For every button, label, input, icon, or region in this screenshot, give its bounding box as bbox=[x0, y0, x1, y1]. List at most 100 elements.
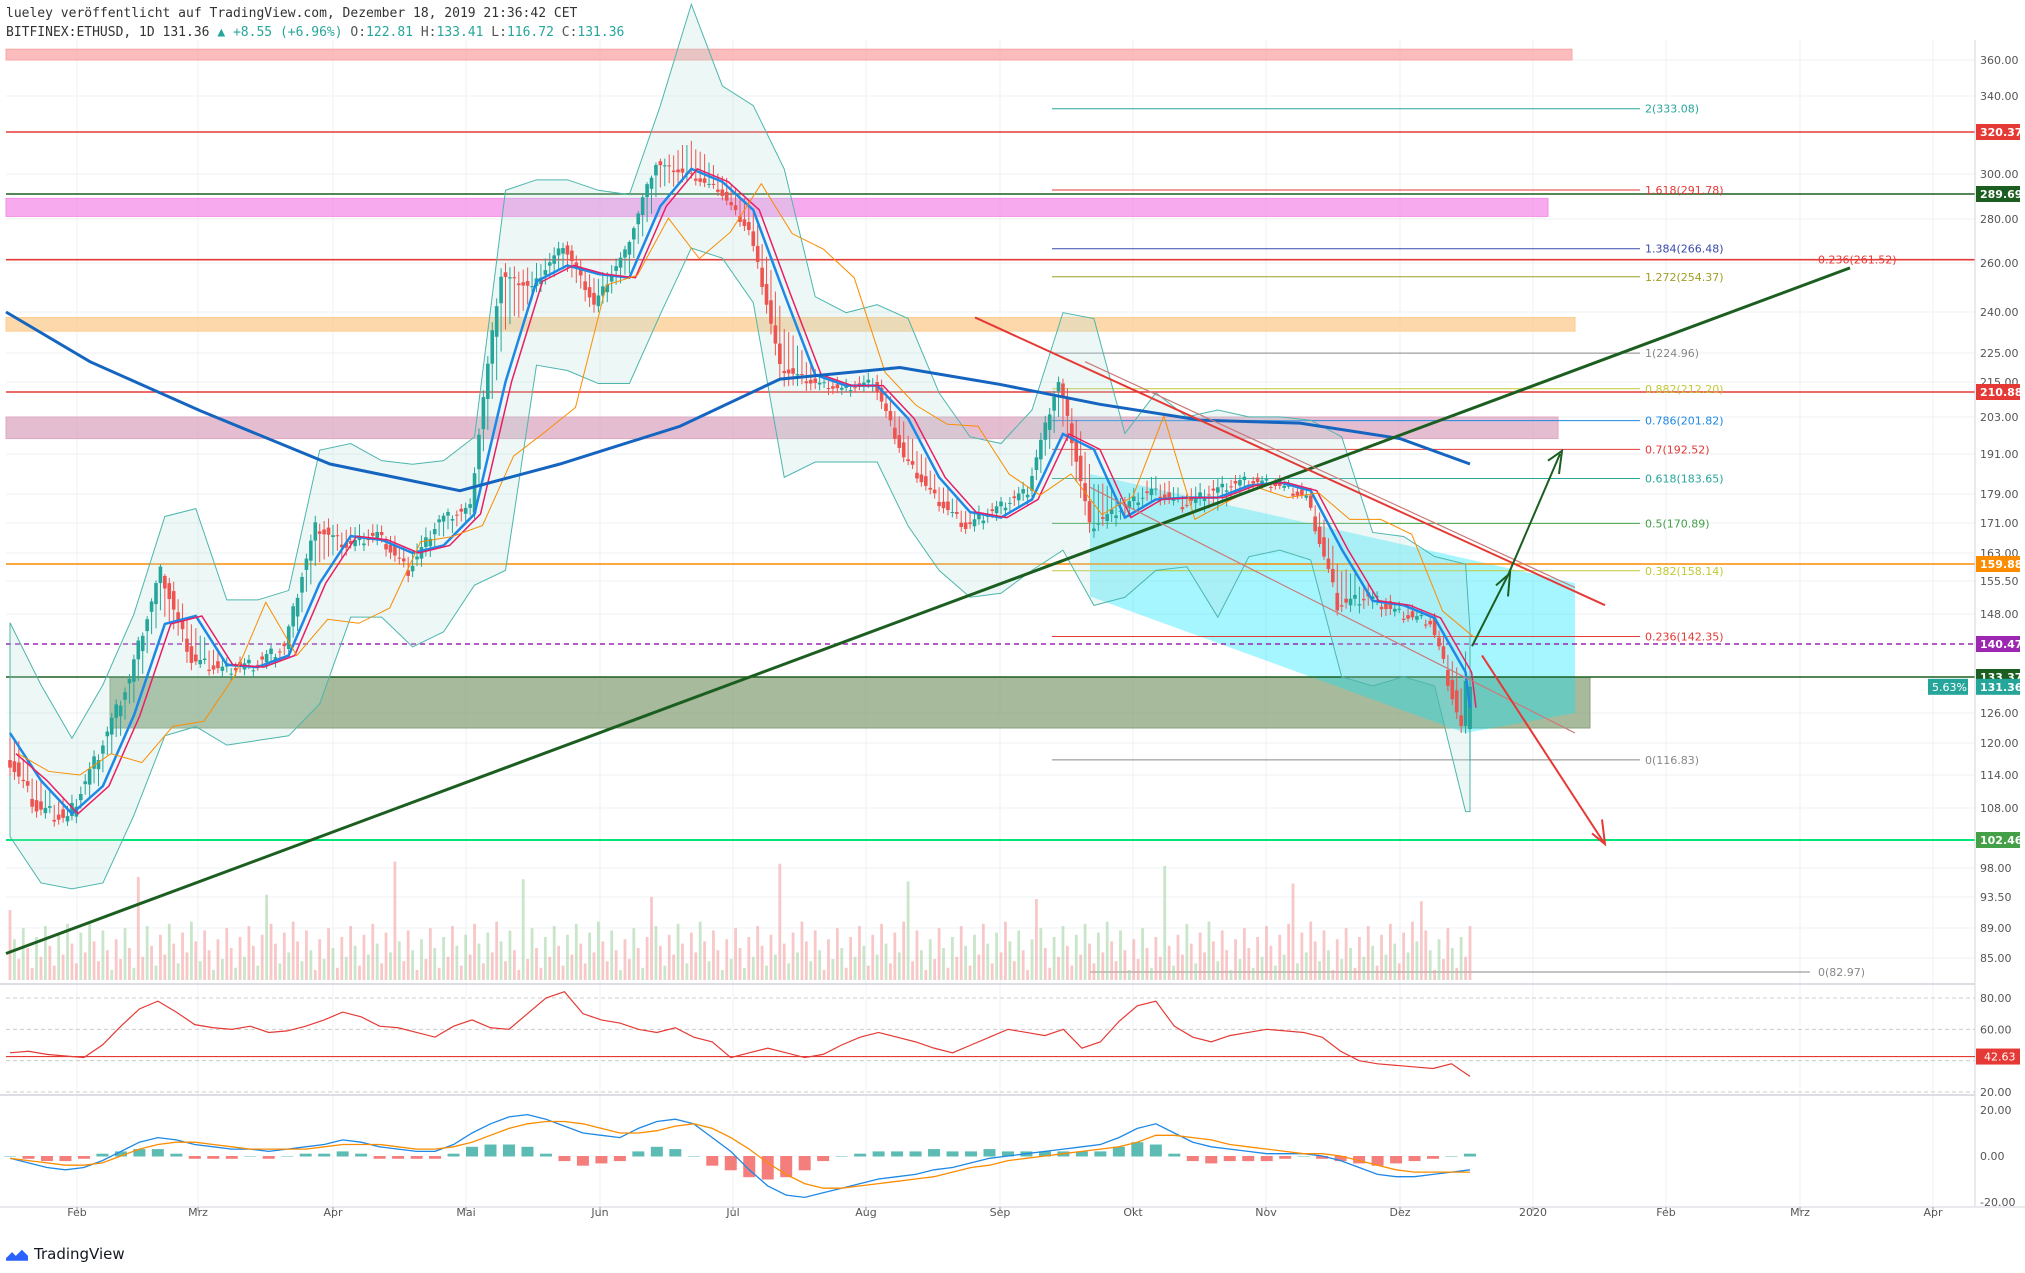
volume-bar bbox=[933, 959, 937, 980]
volume-bar bbox=[645, 937, 649, 980]
candle-body bbox=[977, 514, 981, 520]
volume-bar bbox=[535, 948, 538, 980]
volume-bar bbox=[1375, 965, 1379, 980]
volume-bar bbox=[1327, 950, 1330, 980]
candle-body bbox=[229, 673, 234, 675]
time-tick-label: Apr bbox=[1923, 1206, 1943, 1219]
volume-bar bbox=[17, 959, 21, 980]
candle-body bbox=[543, 270, 548, 275]
channel-bottom-line bbox=[1089, 486, 1576, 734]
candle-body bbox=[428, 538, 433, 547]
volume-bar bbox=[1278, 934, 1282, 980]
volume-bar bbox=[1176, 934, 1180, 980]
candle-body bbox=[1406, 615, 1410, 619]
candle-body bbox=[30, 798, 34, 807]
candle-body bbox=[96, 760, 101, 770]
candle-body bbox=[530, 286, 534, 288]
macd-hist-bar bbox=[613, 1156, 626, 1162]
candle-body bbox=[189, 646, 194, 663]
candle-body bbox=[202, 658, 207, 660]
volume-bar bbox=[1052, 937, 1056, 980]
volume-bar bbox=[1442, 959, 1445, 980]
volume-bar bbox=[1362, 956, 1366, 980]
candle-body bbox=[1242, 476, 1247, 481]
candle-body bbox=[1304, 495, 1309, 498]
volume-bar bbox=[420, 939, 423, 980]
volume-bar bbox=[229, 948, 233, 980]
candle-body bbox=[698, 178, 702, 182]
volume-bar bbox=[1450, 948, 1454, 980]
candle-body bbox=[415, 556, 419, 560]
candle-body bbox=[180, 619, 185, 630]
price-tick-label: 191.00 bbox=[1980, 448, 2019, 461]
volume-bar bbox=[198, 961, 202, 980]
candle-body bbox=[331, 535, 335, 538]
volume-bar bbox=[48, 945, 52, 980]
volume-bar bbox=[1287, 923, 1291, 980]
candle-body bbox=[1295, 491, 1300, 496]
rsi-marker-label: 42.63 bbox=[1984, 1051, 2016, 1064]
volume-bar bbox=[185, 952, 189, 980]
macd-tick-label: 20.00 bbox=[1980, 1104, 2012, 1117]
candle-body bbox=[990, 509, 994, 512]
brand-label: TradingView bbox=[34, 1245, 125, 1263]
tradingview-logo-icon bbox=[6, 1249, 28, 1261]
time-tick-label: Dez bbox=[1389, 1206, 1410, 1219]
volume-bar bbox=[1096, 932, 1100, 980]
volume-bar bbox=[74, 963, 78, 980]
candle-body bbox=[123, 692, 127, 700]
arrow-up-line-1 bbox=[1471, 574, 1509, 647]
trendlines-layer bbox=[5, 266, 1851, 955]
candle-body bbox=[937, 501, 941, 507]
candle-body bbox=[884, 403, 888, 412]
candle-body bbox=[720, 189, 725, 196]
volume-bar bbox=[123, 928, 127, 980]
volume-bar bbox=[1247, 948, 1251, 980]
volume-bar bbox=[1366, 926, 1370, 980]
candle-body bbox=[994, 506, 999, 514]
volume-bar bbox=[1242, 928, 1246, 980]
volume-bar bbox=[468, 954, 472, 980]
macd-hist-bar bbox=[355, 1153, 368, 1157]
macd-hist-bar bbox=[595, 1156, 608, 1164]
volume-bar bbox=[181, 932, 184, 980]
footer-brand[interactable]: TradingView bbox=[6, 1245, 125, 1263]
candle-body bbox=[255, 664, 260, 666]
volume-bar bbox=[1181, 954, 1184, 980]
volume-bar bbox=[428, 928, 432, 980]
candle-body bbox=[397, 557, 402, 559]
fib-layer: 2(333.08) 1.618(291.78) 1.384(266.48) 0.236… bbox=[1052, 103, 1897, 979]
zone-box bbox=[5, 197, 1549, 217]
zone-box bbox=[5, 316, 1576, 332]
candle-body bbox=[1074, 439, 1079, 462]
channel-fill bbox=[1090, 474, 1575, 733]
volume-bar bbox=[247, 926, 251, 980]
volume-bar bbox=[946, 967, 950, 980]
candle-body bbox=[791, 368, 795, 374]
candle-body bbox=[676, 169, 680, 173]
volume-bar bbox=[747, 937, 751, 980]
close-label: C: bbox=[561, 25, 578, 40]
candle-body bbox=[1238, 480, 1242, 486]
macd-signal-line bbox=[9, 1120, 1470, 1189]
levels-layer bbox=[6, 131, 1975, 841]
volume-bar bbox=[875, 954, 879, 980]
volume-bar bbox=[1344, 928, 1348, 980]
arrow-up-head bbox=[1495, 570, 1512, 597]
volume-bar bbox=[1203, 952, 1206, 980]
volume-bar bbox=[1393, 943, 1397, 980]
volume-bar bbox=[1406, 952, 1410, 980]
pct-badge-box bbox=[1928, 678, 1968, 695]
volume-bar bbox=[942, 948, 945, 980]
candle-body bbox=[587, 287, 592, 298]
candle-body bbox=[689, 172, 694, 174]
volume-bar bbox=[866, 965, 870, 980]
candle-body bbox=[362, 543, 366, 546]
candle-body bbox=[1348, 598, 1353, 606]
volume-bar bbox=[163, 954, 167, 980]
macd-hist-bar bbox=[1205, 1156, 1218, 1164]
candle-body bbox=[401, 558, 406, 562]
volume-bar bbox=[1057, 956, 1060, 980]
candle-body bbox=[751, 231, 756, 246]
